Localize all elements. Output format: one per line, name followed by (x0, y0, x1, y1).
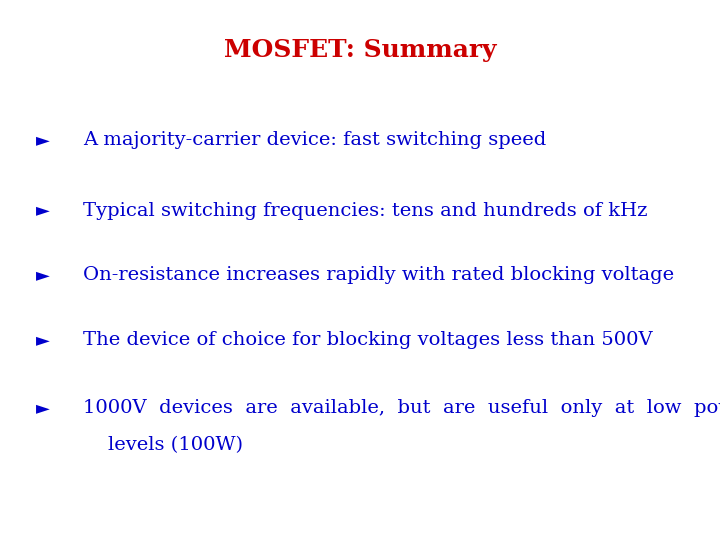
Text: ►: ► (36, 331, 50, 349)
Text: ►: ► (36, 399, 50, 417)
Text: The device of choice for blocking voltages less than 500V: The device of choice for blocking voltag… (83, 331, 652, 349)
Text: ►: ► (36, 201, 50, 220)
Text: levels (100W): levels (100W) (83, 436, 243, 455)
Text: A majority-carrier device: fast switching speed: A majority-carrier device: fast switchin… (83, 131, 546, 150)
Text: 1000V  devices  are  available,  but  are  useful  only  at  low  power: 1000V devices are available, but are use… (83, 399, 720, 417)
Text: On-resistance increases rapidly with rated blocking voltage: On-resistance increases rapidly with rat… (83, 266, 674, 285)
Text: ►: ► (36, 266, 50, 285)
Text: ►: ► (36, 131, 50, 150)
Text: MOSFET: Summary: MOSFET: Summary (224, 38, 496, 62)
Text: Typical switching frequencies: tens and hundreds of kHz: Typical switching frequencies: tens and … (83, 201, 647, 220)
